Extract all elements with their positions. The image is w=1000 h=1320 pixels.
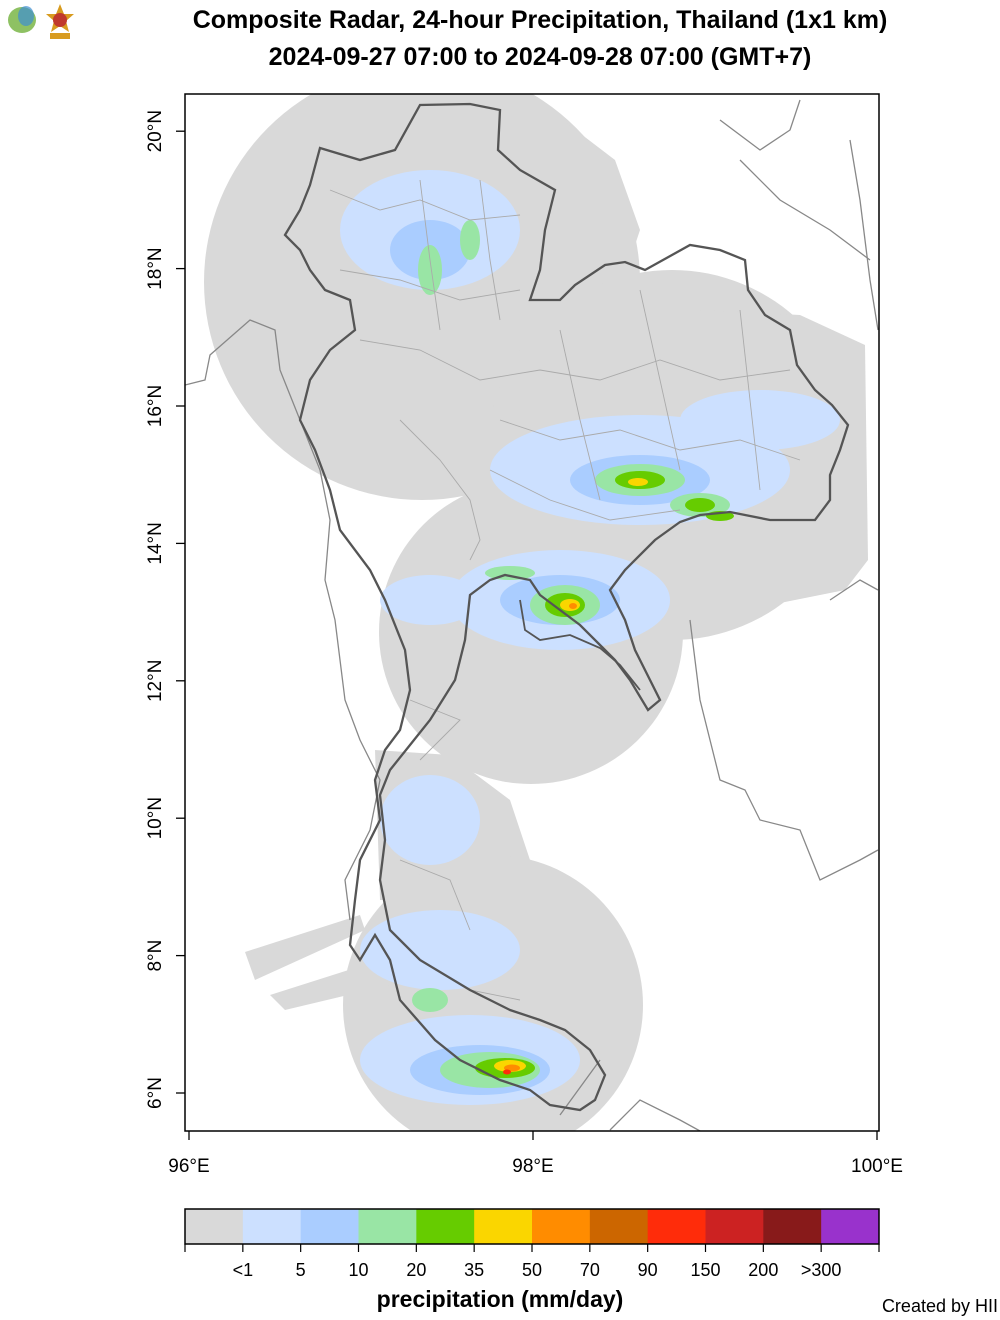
latitude-axis: 6°N 8°N 10°N 12°N 14°N 16°N 18°N 20°N	[145, 110, 185, 1109]
lat-tick-label: 8°N	[145, 940, 166, 972]
legend-label: 5	[295, 1260, 306, 1280]
province-borders	[329, 179, 801, 1001]
lon-tick-label: 98°E	[512, 1156, 553, 1177]
legend-swatch	[300, 1209, 359, 1244]
legend-swatch	[416, 1209, 475, 1244]
legend-swatch	[532, 1209, 591, 1244]
lat-tick-label: 14°N	[145, 522, 166, 564]
lat-tick-label: 16°N	[145, 385, 166, 427]
legend-swatch	[185, 1209, 244, 1244]
legend-label: <1	[232, 1260, 254, 1280]
precipitation-legend	[184, 1208, 880, 1252]
legend-label: >300	[800, 1260, 842, 1280]
legend-label: 10	[348, 1260, 369, 1280]
legend-label: 20	[406, 1260, 427, 1280]
legend-swatch	[821, 1209, 880, 1244]
legend-label: 90	[637, 1260, 658, 1280]
legend-swatch	[589, 1209, 649, 1244]
lon-tick-label: 96°E	[168, 1156, 209, 1177]
legend-label: 35	[464, 1260, 485, 1280]
legend-title: precipitation (mm/day)	[376, 1286, 624, 1312]
thailand-border	[283, 102, 850, 1112]
credit-text: Created by HII	[881, 1296, 998, 1316]
legend-label: 150	[690, 1260, 721, 1280]
lat-tick-label: 6°N	[145, 1077, 166, 1109]
legend-swatch	[705, 1209, 764, 1244]
heavy-rain-cells	[412, 220, 734, 1088]
map-title: Composite Radar, 24-hour Precipitation, …	[192, 6, 888, 34]
hii-leaf-logo	[8, 6, 36, 33]
royal-emblem-logo	[46, 4, 74, 39]
legend-swatch	[358, 1209, 417, 1244]
legend-swatch	[647, 1209, 706, 1244]
lat-tick-label: 10°N	[145, 797, 166, 839]
gulf-coastline	[519, 599, 641, 691]
lat-tick-label: 12°N	[145, 660, 166, 702]
legend-label: 70	[579, 1260, 600, 1280]
legend-label: 50	[521, 1260, 543, 1280]
legend-swatch	[763, 1209, 822, 1244]
lon-tick-label: 100°E	[851, 1156, 903, 1177]
legend-label: 200	[748, 1260, 779, 1280]
map-frame	[184, 93, 880, 1132]
legend-swatch	[242, 1209, 302, 1244]
map-subtitle: 2024-09-27 07:00 to 2024-09-28 07:00 (GM…	[268, 43, 812, 71]
lat-tick-label: 18°N	[145, 247, 166, 289]
lat-tick-label: 20°N	[145, 110, 166, 152]
legend-swatch	[474, 1209, 533, 1244]
